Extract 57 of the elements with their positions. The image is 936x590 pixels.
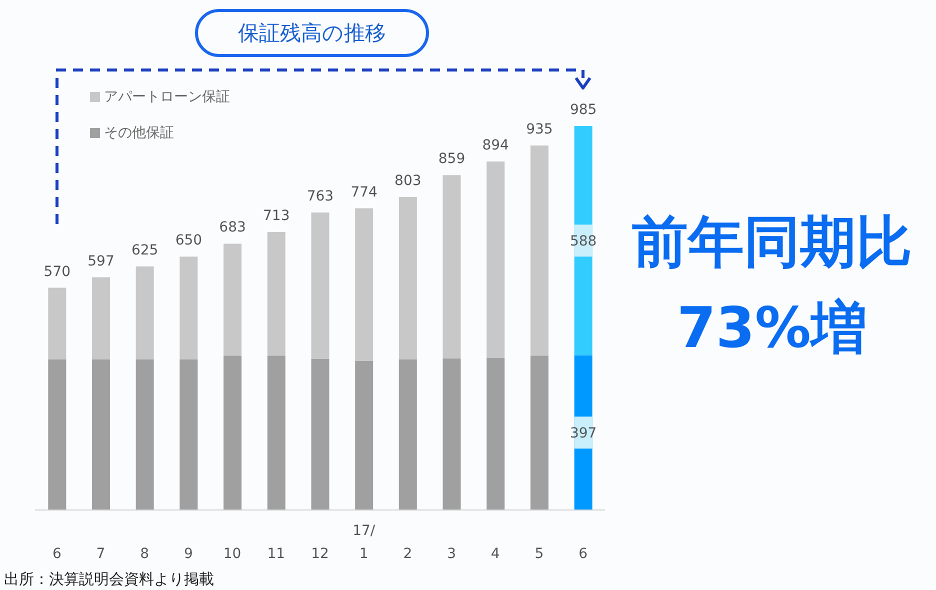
x-tick-label: 5	[534, 546, 544, 562]
bar	[136, 360, 154, 510]
bar	[398, 196, 417, 360]
total-label: 683	[219, 220, 246, 236]
x-tick-label: 6	[52, 546, 62, 562]
bar	[180, 256, 198, 360]
total-label: 650	[175, 232, 202, 249]
text: 前年同期比 73%増	[631, 209, 913, 363]
text: 出所：決算説明会資料より掲載	[4, 570, 214, 589]
bar	[530, 356, 548, 510]
x-tick-label: 17/ 1	[352, 523, 376, 562]
x-tick-label: 9	[184, 546, 193, 562]
bar	[486, 358, 505, 510]
chart-title: 保証残高の推移	[195, 9, 429, 57]
x-tick-label: 12	[311, 546, 329, 562]
x-tick-label: 3	[447, 546, 456, 562]
bar	[398, 360, 417, 510]
x-tick-label: 7	[96, 546, 106, 562]
total-label: 597	[88, 253, 114, 270]
bar	[311, 212, 330, 359]
bar	[224, 244, 242, 356]
x-tick-label: 11	[267, 546, 286, 562]
bar	[442, 358, 461, 510]
total-label: 894	[482, 137, 510, 154]
bar	[136, 266, 154, 360]
bar	[48, 360, 66, 510]
bar	[224, 356, 242, 510]
total-label: 570	[44, 264, 71, 280]
bar	[355, 208, 374, 361]
x-tick-label: 8	[140, 546, 150, 562]
total-label: 713	[263, 208, 290, 224]
bar	[311, 358, 330, 510]
bar	[530, 145, 548, 356]
data-label: 588	[570, 234, 597, 250]
total-label: 625	[131, 242, 158, 258]
legend-label: その他保証	[104, 124, 174, 142]
bar	[267, 232, 286, 356]
bar	[92, 360, 110, 510]
bar	[267, 356, 286, 510]
bar	[48, 288, 66, 360]
x-tick-label: 6	[578, 546, 588, 562]
x-tick-label: 10	[223, 546, 242, 562]
bar	[355, 360, 374, 510]
x-tick-label: 4	[490, 546, 500, 562]
bar	[180, 360, 198, 510]
total-label: 763	[306, 188, 334, 205]
data-label: 397	[570, 426, 597, 442]
total-label: 985	[570, 102, 597, 118]
bar	[92, 277, 110, 360]
total-label: 935	[526, 121, 553, 138]
x-tick-label: 2	[403, 546, 412, 562]
legend-label: アパートローン保証	[104, 88, 230, 106]
bar	[442, 175, 461, 358]
total-label: 803	[394, 172, 422, 189]
bar	[486, 161, 505, 358]
total-label: 774	[350, 184, 378, 200]
total-label: 859	[438, 151, 466, 168]
